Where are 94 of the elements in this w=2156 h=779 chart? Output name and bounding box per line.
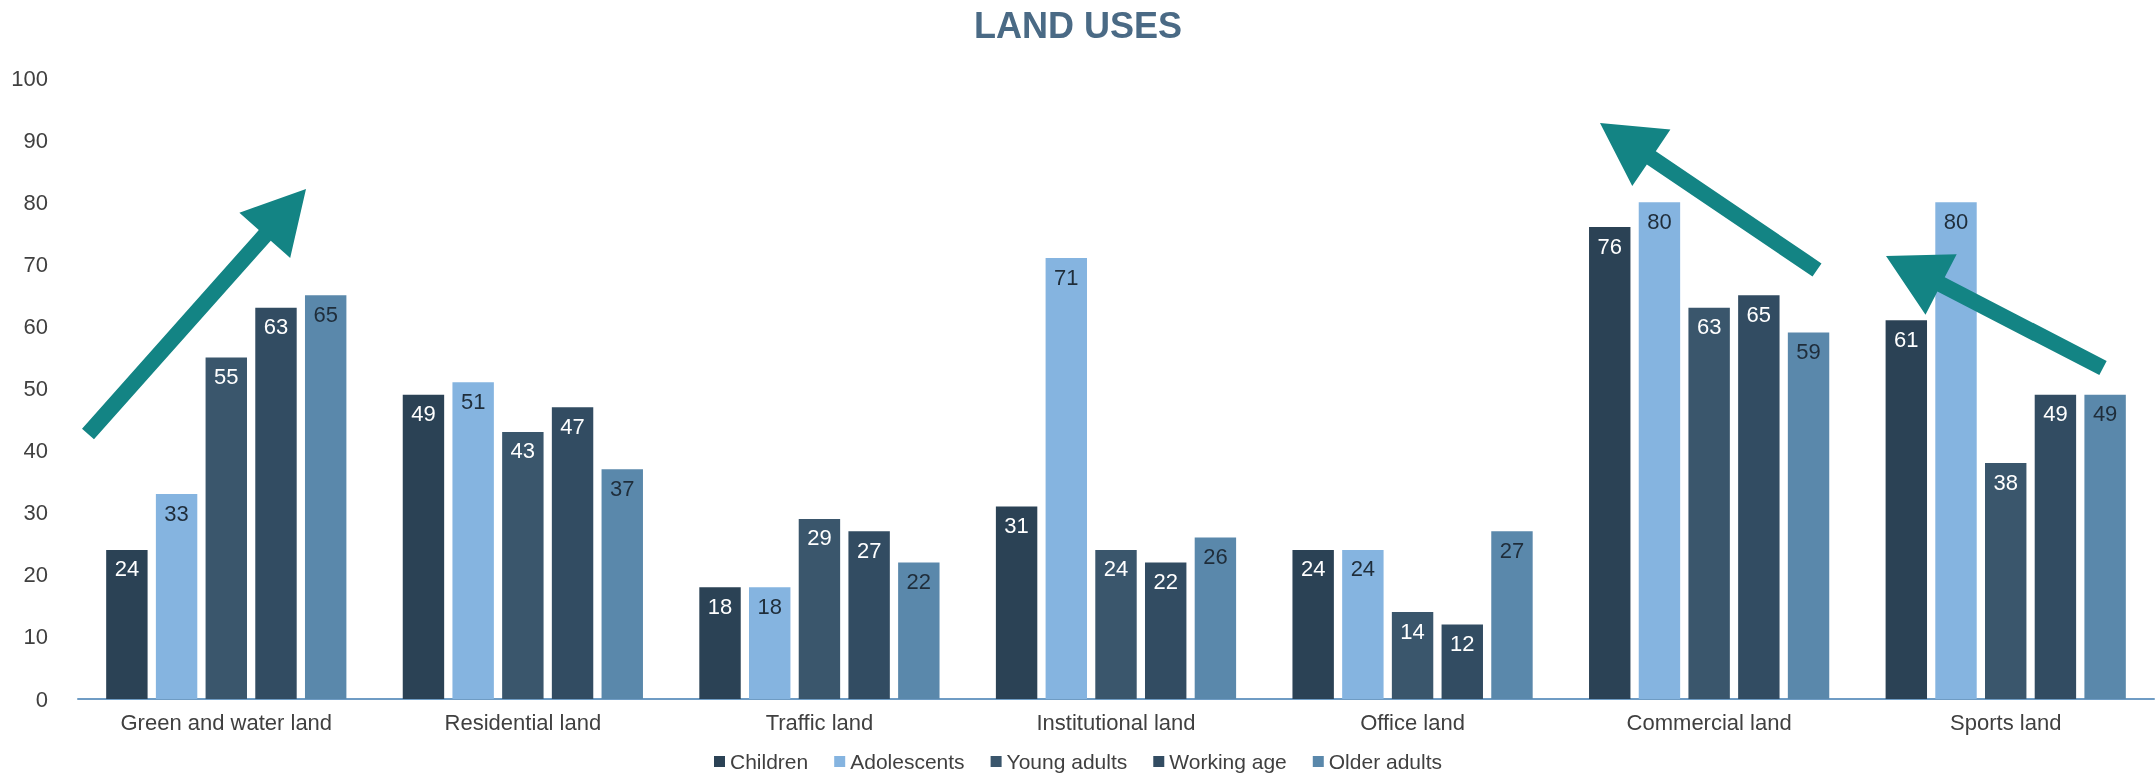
bar (1688, 307, 1730, 699)
data-label: 24 (1300, 556, 1326, 582)
y-tick-label: 60 (23, 313, 48, 339)
data-label: 22 (906, 568, 932, 594)
bar (1787, 332, 1830, 699)
bar (898, 562, 940, 699)
data-label: 51 (460, 388, 486, 414)
data-label: 18 (757, 593, 782, 619)
bar (699, 587, 741, 699)
chart-title: LAND USES (973, 4, 1183, 46)
bar (1985, 463, 2027, 699)
bar (1292, 549, 1334, 699)
y-tick-label: 20 (23, 562, 48, 588)
data-label: 61 (1894, 326, 1919, 352)
y-tick-label: 50 (23, 376, 48, 401)
legend-label: Adolescents (850, 750, 965, 773)
data-label: 71 (1054, 264, 1079, 290)
data-label: 49 (411, 401, 436, 427)
data-label: 47 (560, 413, 585, 439)
bar (1391, 612, 1434, 699)
legend-label: Children (729, 750, 809, 773)
y-tick-label: 100 (11, 65, 48, 91)
data-label: 18 (707, 593, 733, 619)
bar (1441, 624, 1483, 699)
bar (106, 549, 148, 699)
data-label: 12 (1450, 630, 1475, 656)
legend-label: Young adults (1006, 750, 1128, 773)
bar (304, 295, 347, 699)
data-label: 26 (1203, 544, 1228, 570)
bar (205, 357, 247, 699)
data-label: 49 (2092, 401, 2118, 427)
bar (1194, 537, 1237, 699)
bar (1342, 549, 1384, 699)
bar (255, 307, 297, 699)
bar (1589, 227, 1631, 699)
data-label: 24 (1103, 556, 1129, 582)
data-label: 65 (1746, 301, 1772, 327)
bar (402, 394, 445, 699)
bar (502, 431, 544, 699)
bar (1144, 562, 1187, 699)
y-tick-label: 40 (23, 438, 48, 464)
data-label: 80 (1943, 208, 1969, 234)
y-tick-label: 80 (23, 189, 48, 215)
data-label: 14 (1400, 618, 1425, 644)
legend-label: Older adults (1328, 750, 1443, 773)
x-tick-label: Residential land (444, 709, 602, 735)
data-label: 38 (1993, 469, 2018, 495)
y-tick-label: 10 (23, 624, 48, 650)
x-tick-label: Green and water land (120, 709, 333, 735)
x-tick-label: Traffic land (765, 709, 874, 735)
data-label: 80 (1647, 208, 1672, 234)
data-label: 59 (1796, 339, 1821, 365)
x-tick-label: Office land (1360, 709, 1465, 735)
data-label: 27 (856, 537, 882, 563)
data-label: 63 (263, 314, 289, 340)
legend-label: Working age (1169, 750, 1287, 773)
bar (155, 494, 198, 699)
y-tick-label: 0 (35, 686, 48, 712)
data-label: 24 (1350, 556, 1376, 582)
bar (848, 531, 890, 699)
bar (1885, 320, 1928, 699)
x-tick-label: Commercial land (1626, 709, 1792, 735)
data-label: 76 (1597, 233, 1622, 259)
bar (1738, 295, 1780, 699)
data-label: 49 (2043, 401, 2068, 427)
bar (551, 407, 594, 699)
data-label: 63 (1696, 314, 1722, 340)
bar (2034, 394, 2077, 699)
x-tick-label: Sports land (1950, 709, 2062, 735)
bar (798, 518, 841, 699)
data-label: 24 (114, 556, 140, 582)
bar (1935, 202, 1977, 699)
y-tick-label: 70 (23, 251, 48, 277)
data-label: 55 (214, 363, 239, 389)
bar (452, 382, 494, 699)
y-tick-label: 30 (23, 500, 48, 526)
data-label: 33 (164, 500, 189, 526)
data-label: 43 (510, 438, 536, 464)
bar (1095, 549, 1137, 699)
bar (1491, 531, 1533, 699)
data-label: 22 (1153, 568, 1178, 594)
bar (1638, 202, 1681, 699)
data-label: 31 (1004, 512, 1029, 538)
bar (1045, 258, 1088, 699)
bar (995, 506, 1038, 699)
bar (749, 587, 791, 699)
bar (601, 469, 643, 699)
data-label: 27 (1499, 537, 1525, 563)
data-label: 37 (610, 475, 635, 501)
data-label: 29 (807, 525, 832, 551)
data-label: 65 (313, 301, 338, 327)
y-tick-label: 90 (23, 127, 48, 153)
x-tick-label: Institutional land (1036, 709, 1196, 735)
bar (2084, 394, 2126, 699)
